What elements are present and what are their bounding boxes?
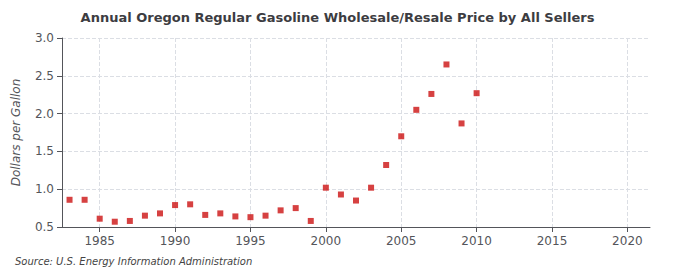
svg-text:2010: 2010 — [461, 234, 492, 248]
svg-text:1.5: 1.5 — [35, 144, 54, 158]
svg-text:1985: 1985 — [84, 234, 115, 248]
svg-text:2015: 2015 — [537, 234, 568, 248]
svg-text:1995: 1995 — [235, 234, 266, 248]
svg-text:3.0: 3.0 — [35, 31, 54, 45]
svg-text:1990: 1990 — [160, 234, 191, 248]
svg-text:1.0: 1.0 — [35, 182, 54, 196]
svg-text:Source: U.S. Energy Informatio: Source: U.S. Energy Information Administ… — [15, 256, 252, 267]
svg-text:Dollars per Gallon: Dollars per Gallon — [9, 79, 23, 187]
svg-text:2005: 2005 — [386, 234, 417, 248]
svg-text:2.0: 2.0 — [35, 107, 54, 121]
svg-text:2.5: 2.5 — [35, 69, 54, 83]
svg-text:0.5: 0.5 — [35, 220, 54, 234]
svg-text:2020: 2020 — [612, 234, 643, 248]
svg-text:Annual Oregon Regular Gasoline: Annual Oregon Regular Gasoline Wholesale… — [81, 10, 595, 25]
svg-text:2000: 2000 — [311, 234, 342, 248]
